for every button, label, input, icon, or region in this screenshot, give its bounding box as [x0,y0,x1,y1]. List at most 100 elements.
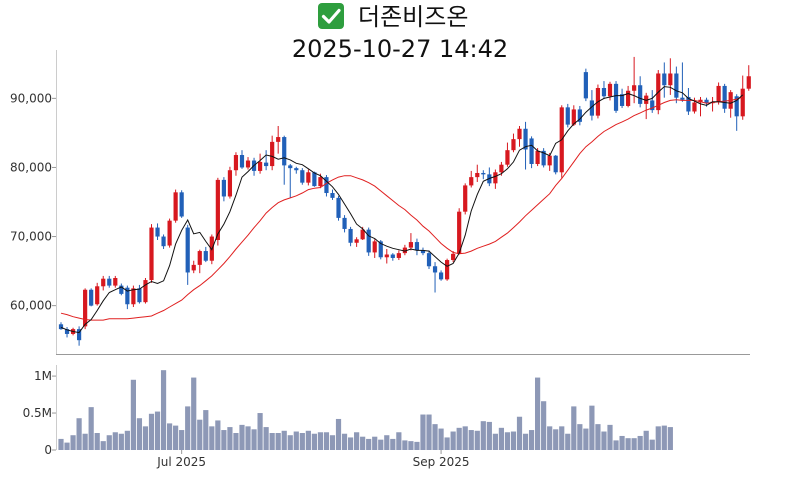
volume-bar [390,438,396,450]
volume-bar [468,430,474,450]
candle-body [499,164,504,173]
candle [306,169,311,186]
volume-bar [553,429,559,450]
candle [390,253,395,261]
candle [149,224,154,283]
candle [438,270,444,281]
candle-body [113,278,118,286]
candle [577,105,582,126]
candle-body [185,227,190,273]
volume-bar [595,424,601,450]
candle-body [390,254,395,258]
candle-body [553,155,558,173]
volume-bar [366,438,372,450]
volume-bar [185,406,191,450]
candle [565,103,570,128]
volume-bar [522,433,529,450]
volume-bar [227,427,233,450]
volume-tick-label: 0.5M [23,406,52,420]
volume-bar [486,421,492,450]
candle-body [420,250,426,254]
volume-bar [106,435,112,450]
candle [167,218,172,248]
candle-body [451,253,456,261]
candle [384,248,389,264]
candle-body [426,253,432,267]
candle-body [330,193,335,198]
volume-bar [58,438,64,450]
candle-body [143,280,148,303]
candle-body [276,137,281,142]
volume-bar [450,431,456,450]
candle [143,278,148,304]
volume-bar [82,433,88,450]
volume-bar [160,370,167,450]
volume-bar [655,426,661,450]
volume-bar [94,433,100,450]
volume-bar [589,405,595,450]
volume-bar [426,414,432,450]
candle-body [432,266,438,273]
volume-bar [317,432,324,450]
candle-body [438,272,444,280]
candle-body [607,83,613,97]
candle [276,126,281,154]
candle [716,82,721,105]
candle-body [342,217,347,229]
moving-average-long-line [60,96,743,321]
candle [638,76,643,108]
volume-tick-label: 0 [44,443,52,457]
volume-bar [354,432,360,450]
candle-body [197,251,202,265]
volume-bar [577,424,583,450]
candle [722,83,727,113]
volume-y-ticks: 0 0.5M 1M [23,369,56,457]
candle-body [692,102,697,112]
candle [686,88,691,115]
candle [245,157,251,170]
candle [481,170,486,180]
volume-bar [408,441,414,450]
candle-body [257,161,263,171]
volume-bar [492,433,498,450]
price-tick-label: 70,000 [10,230,52,244]
candle [650,90,655,113]
volume-bar [378,439,384,450]
candle [432,262,438,293]
candle-body [680,97,685,100]
candle-body [613,83,619,111]
candle [414,238,420,256]
price-tick-label: 60,000 [10,299,52,313]
candle [336,195,341,221]
candle-body [179,192,184,217]
candle [511,133,516,153]
candle [288,164,293,198]
candle [529,136,534,169]
volume-panel: 0 0.5M 1M Jul 2025 Sep 2025 [23,365,673,469]
candle [668,58,673,95]
candle [179,190,184,218]
candle-body [626,90,631,106]
volume-bar [384,435,390,450]
candle-body [577,109,582,122]
volume-bar [504,432,511,450]
candle [589,90,595,121]
candle-body [215,179,220,240]
candle-body [336,197,341,218]
candle-body [119,285,124,294]
candle [173,189,178,223]
volume-bar [209,426,215,450]
candle-body [517,128,522,140]
candle [233,152,239,176]
candle [402,244,407,256]
candle-body [95,286,100,305]
price-tick-label: 90,000 [10,91,52,105]
volume-bar [293,431,299,450]
candle-body [493,172,498,184]
timestamp: 2025-10-27 14:42 [292,35,508,63]
volume-bars [58,370,673,450]
candle [728,90,733,118]
candle-body [674,73,679,98]
candle-body [722,85,727,109]
